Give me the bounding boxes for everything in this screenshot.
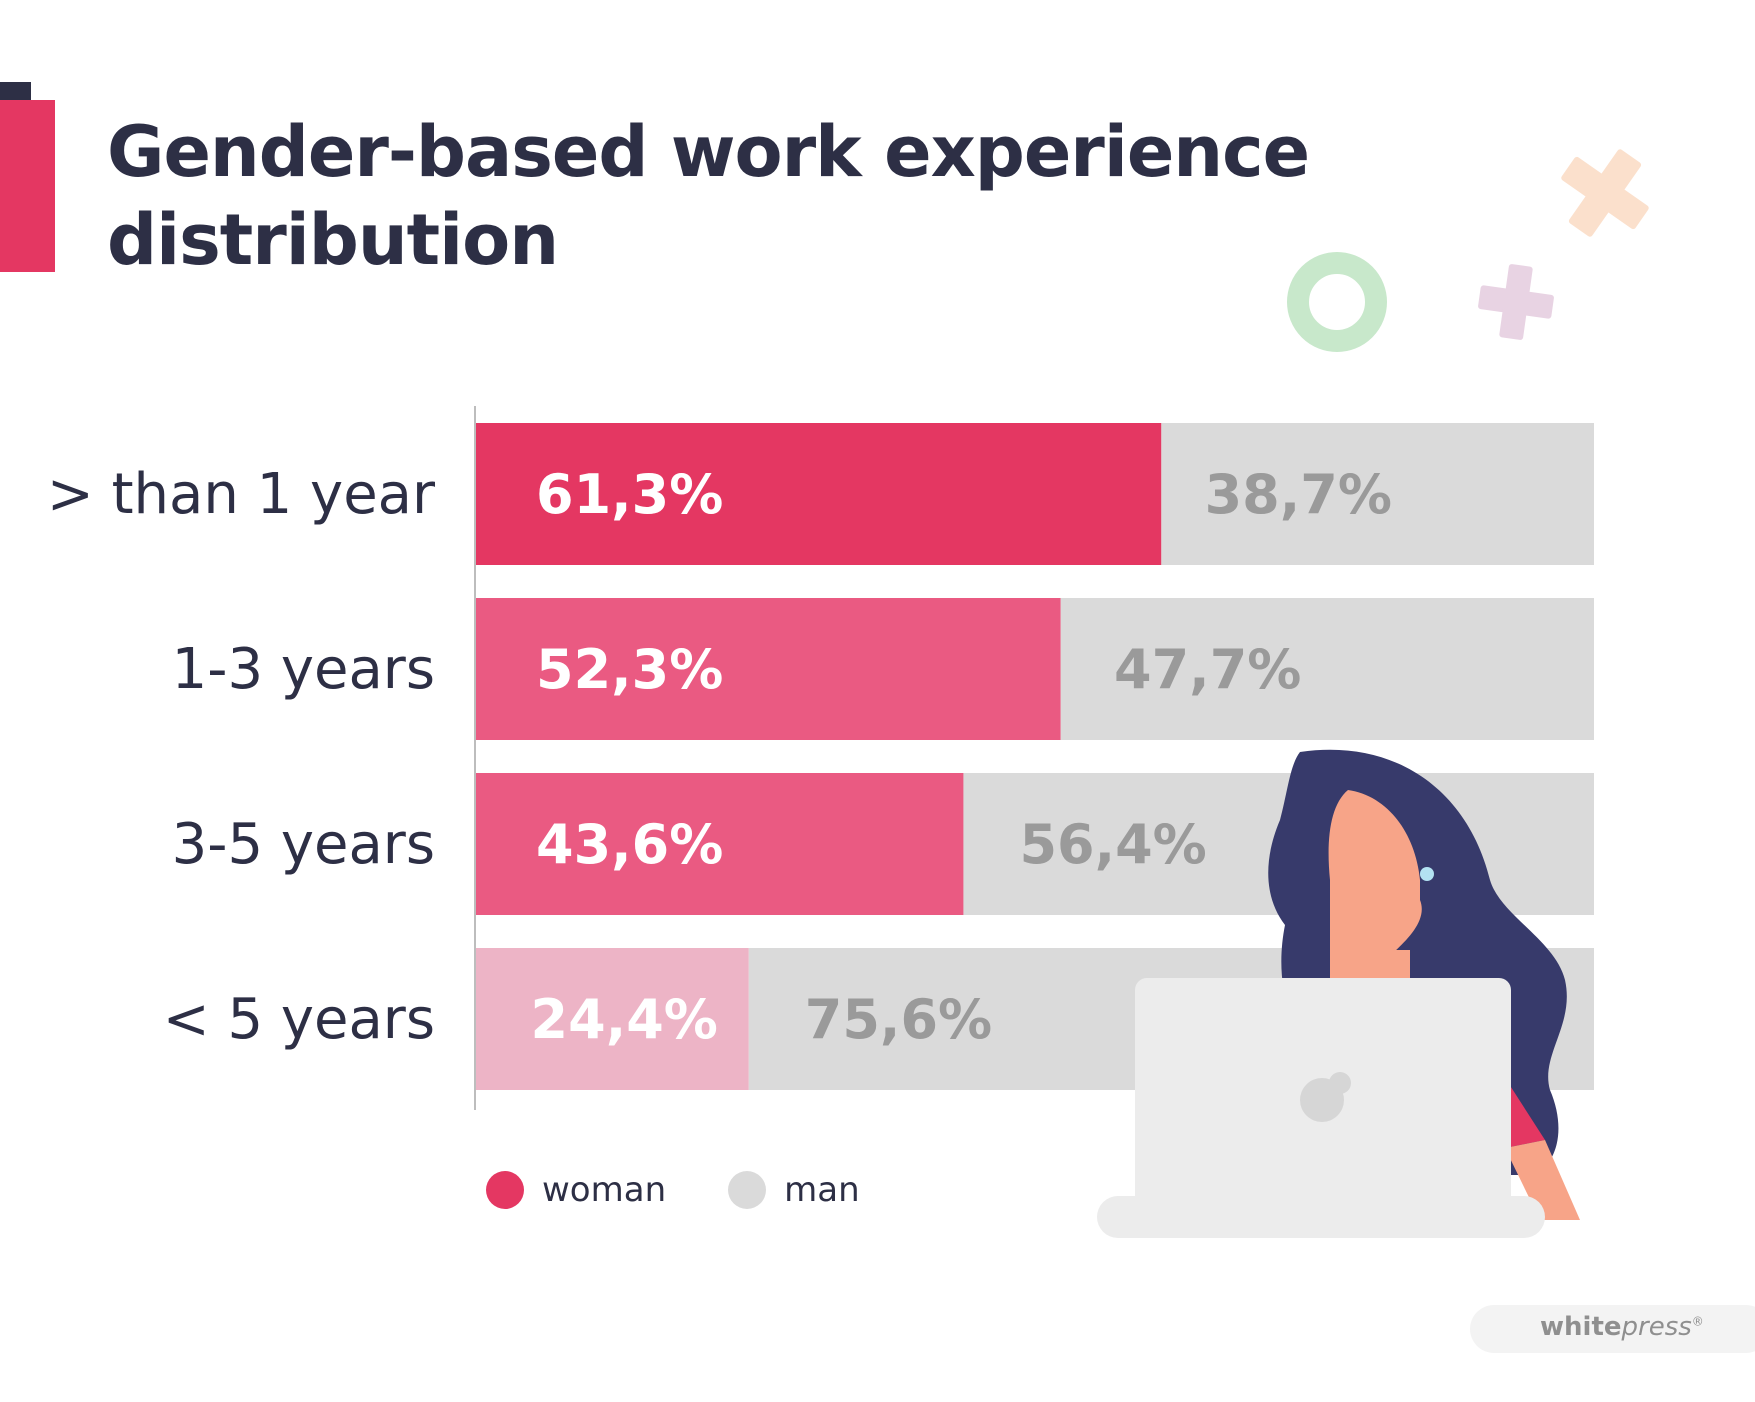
brand-white: white [1540, 1312, 1622, 1342]
row-label: > than 1 year [47, 462, 436, 527]
legend-item-man: man [728, 1170, 860, 1210]
value-label-man: 56,4% [1019, 813, 1206, 876]
brand-press: press [1621, 1312, 1692, 1342]
brand-logo: whitepress® [1540, 1312, 1704, 1342]
bar-man [1060, 598, 1594, 740]
arm-shape [1505, 1140, 1580, 1220]
legend-swatch-man [728, 1171, 767, 1209]
row-label: 3-5 years [172, 812, 435, 877]
value-label-man: 75,6% [805, 988, 992, 1051]
lilac-cross-icon [1478, 264, 1554, 340]
laptop-base [1097, 1196, 1545, 1238]
bar-woman [476, 423, 1162, 565]
row-label: < 5 years [163, 987, 435, 1052]
green-ring-icon [1287, 252, 1387, 352]
value-label-man: 38,7% [1205, 463, 1392, 526]
face-shape [1328, 790, 1422, 985]
bar-man [1161, 423, 1594, 565]
value-label-woman: 61,3% [536, 463, 723, 526]
brand-pill [1470, 1305, 1755, 1353]
peach-cross-icon [1561, 149, 1649, 237]
bar-woman [476, 598, 1061, 740]
earring-icon [1420, 867, 1434, 881]
value-label-woman: 52,3% [536, 638, 723, 701]
accent-bar-red [0, 100, 55, 272]
bar-woman [476, 773, 964, 915]
value-label-man: 47,7% [1114, 638, 1301, 701]
legend-label-woman: woman [542, 1170, 667, 1210]
laptop-logo-leaf-icon [1329, 1072, 1351, 1094]
legend: woman man [486, 1170, 922, 1210]
bar-woman [476, 948, 749, 1090]
value-label-woman: 43,6% [536, 813, 723, 876]
legend-swatch-woman [486, 1171, 524, 1209]
legend-item-woman: woman [486, 1170, 666, 1210]
value-label-woman: 24,4% [531, 988, 718, 1051]
legend-label-man: man [784, 1170, 860, 1210]
accent-bar-dark [0, 82, 31, 104]
chart-title: Gender-based work experience distributio… [107, 111, 1310, 281]
brand-mark: ® [1691, 1314, 1704, 1329]
row-label: 1-3 years [172, 637, 435, 702]
